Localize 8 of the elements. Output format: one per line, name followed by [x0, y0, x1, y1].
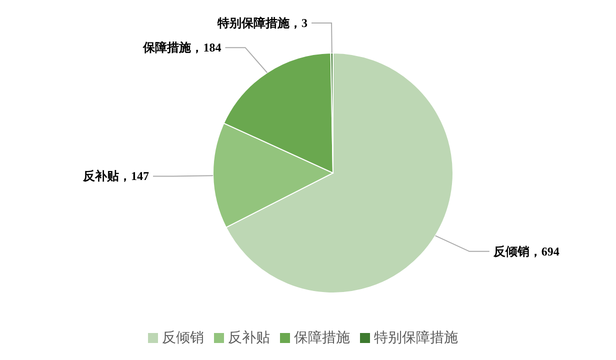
- data-label: 保障措施，184: [142, 40, 222, 55]
- legend-label: 反倾销: [162, 330, 204, 346]
- legend-label: 特别保障措施: [374, 330, 458, 346]
- data-label: 反倾销，694: [492, 244, 560, 258]
- data-label: 反补贴，147: [82, 169, 150, 184]
- legend-label: 反补贴: [228, 330, 270, 346]
- legend-label: 保障措施: [294, 330, 350, 346]
- data-label: 特别保障措施，3: [216, 16, 308, 30]
